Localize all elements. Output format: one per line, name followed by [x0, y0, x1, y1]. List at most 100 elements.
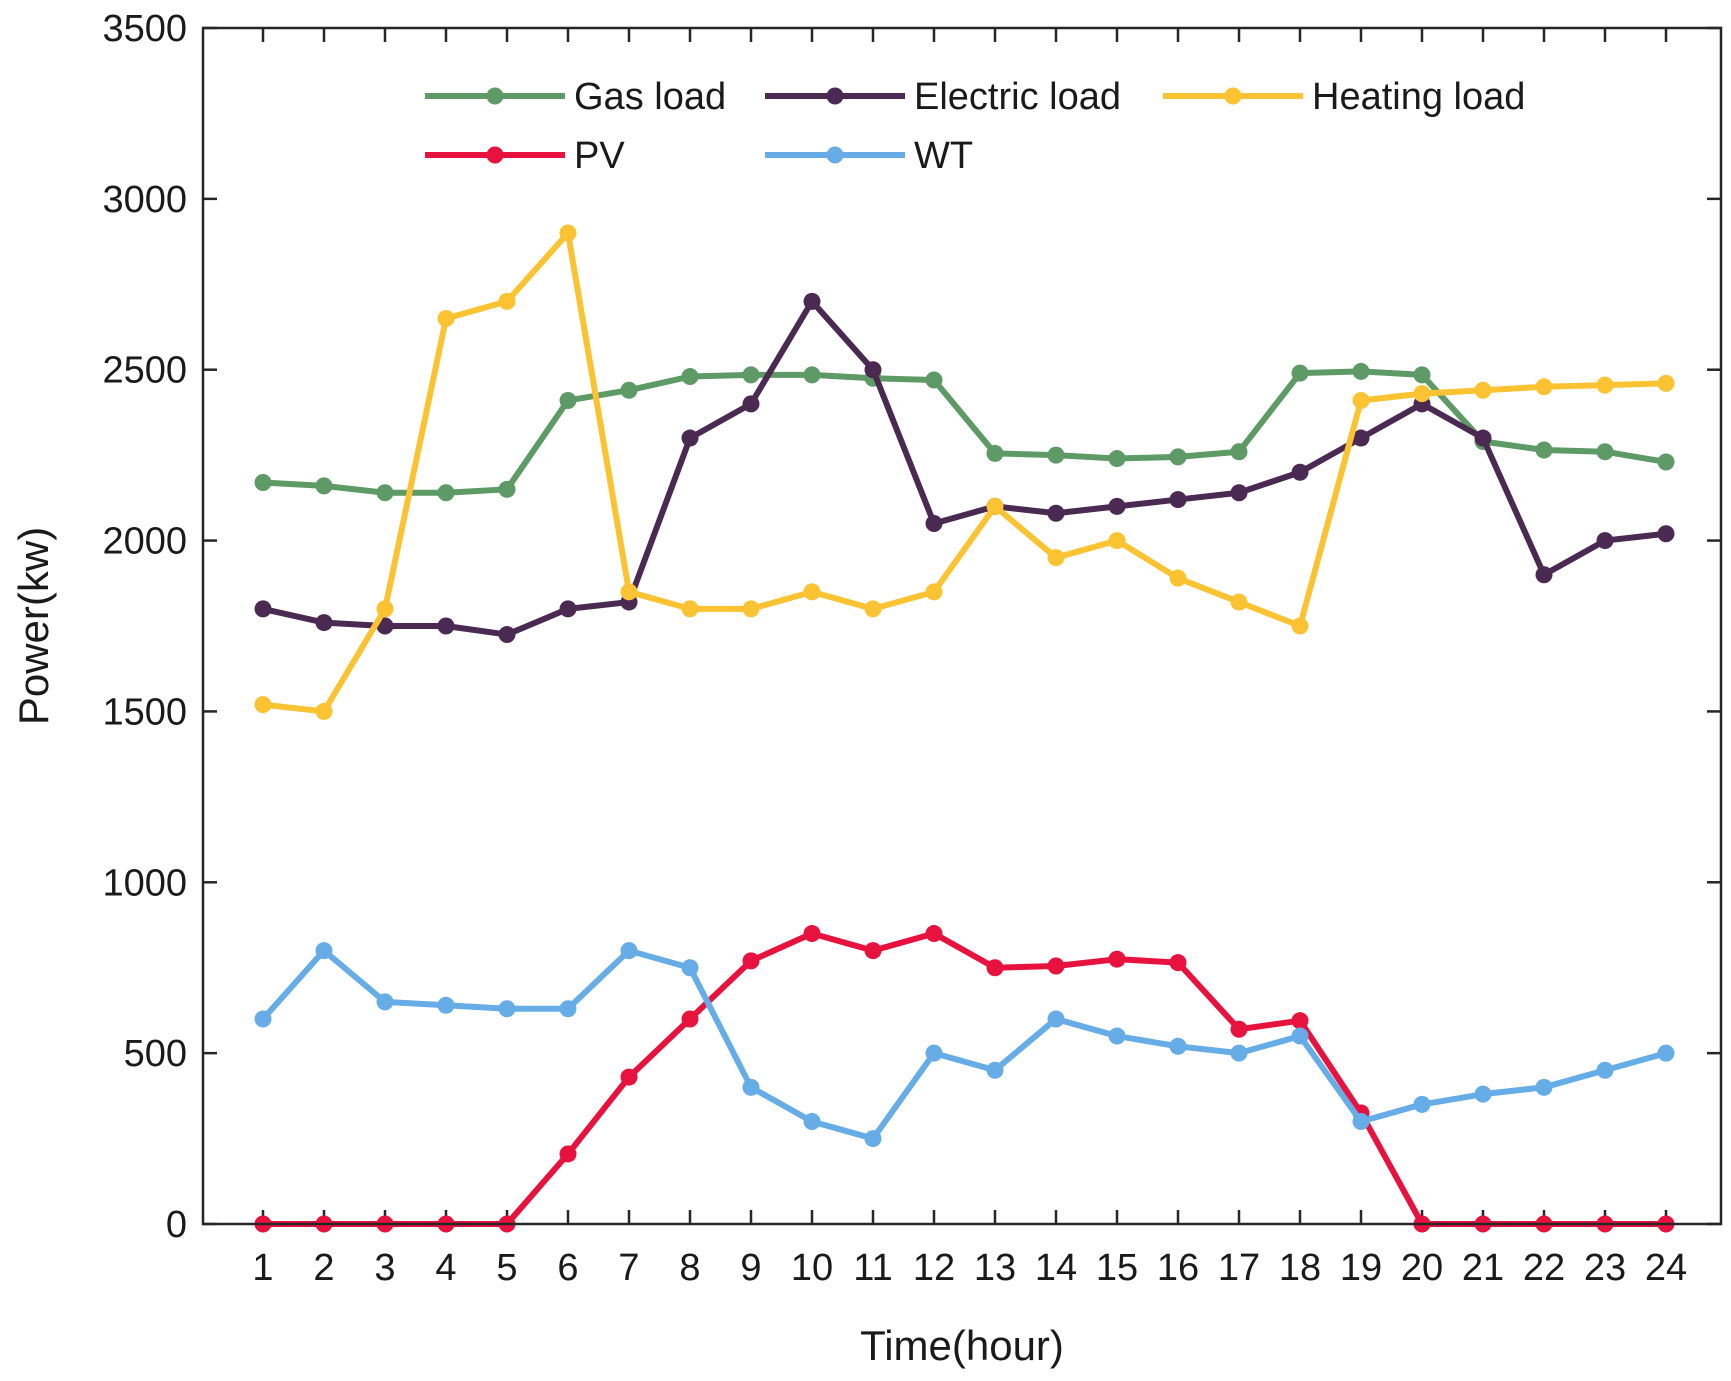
data-point-electric-load	[1230, 484, 1248, 502]
legend-swatch-marker	[826, 87, 844, 105]
series-wt	[254, 942, 1675, 1148]
data-point-electric-load	[437, 617, 455, 635]
legend-swatch-marker	[1224, 87, 1242, 105]
x-tick-label: 24	[1645, 1247, 1687, 1289]
series-electric-load	[254, 292, 1675, 644]
data-point-gas-load	[986, 444, 1004, 462]
data-point-heating-load	[315, 702, 333, 720]
series-line-electric-load	[262, 298, 1667, 638]
x-tick-label: 6	[557, 1247, 578, 1289]
x-tick-label: 18	[1279, 1247, 1321, 1289]
data-point-wt	[925, 1044, 943, 1062]
data-point-wt	[315, 942, 333, 960]
data-point-wt	[1657, 1044, 1675, 1062]
data-point-pv	[986, 959, 1004, 977]
legend-label: Electric load	[914, 76, 1121, 118]
legend-label: Gas load	[574, 76, 726, 118]
data-point-wt	[437, 996, 455, 1014]
data-point-gas-load	[1169, 448, 1187, 466]
data-point-gas-load	[376, 484, 394, 502]
series-heating-load	[254, 224, 1675, 720]
legend-entry-wt: WT	[765, 135, 973, 177]
x-tick-label: 17	[1218, 1247, 1260, 1289]
series-line-wt	[260, 947, 1667, 1142]
data-point-electric-load	[498, 626, 516, 644]
y-tick-label: 2500	[102, 350, 187, 392]
data-point-electric-load	[315, 614, 333, 632]
x-tick-label: 2	[313, 1247, 334, 1289]
legend-entry-heating-load: Heating load	[1163, 76, 1525, 118]
data-point-gas-load	[1047, 446, 1065, 464]
legend-swatch-marker	[826, 146, 844, 164]
data-point-pv	[559, 1145, 577, 1163]
data-point-wt	[620, 942, 638, 960]
legend-entry-gas-load: Gas load	[425, 76, 726, 118]
data-point-gas-load	[742, 366, 760, 384]
data-point-heating-load	[559, 224, 577, 242]
data-point-wt	[1169, 1037, 1187, 1055]
y-tick-label: 3500	[102, 8, 187, 50]
data-point-heating-load	[1413, 385, 1431, 403]
data-point-pv	[742, 952, 760, 970]
data-point-wt	[559, 1000, 577, 1018]
data-point-electric-load	[1596, 532, 1614, 550]
x-tick-label: 10	[791, 1247, 833, 1289]
data-point-pv	[1291, 1012, 1309, 1030]
data-point-electric-load	[1352, 429, 1370, 447]
x-tick-label: 16	[1157, 1247, 1199, 1289]
data-point-heating-load	[1474, 381, 1492, 399]
x-tick-label: 3	[374, 1247, 395, 1289]
data-point-wt	[1108, 1027, 1126, 1045]
data-point-heating-load	[1047, 549, 1065, 567]
x-tick-label: 9	[740, 1247, 761, 1289]
x-tick-label: 13	[974, 1247, 1016, 1289]
data-point-wt	[681, 959, 699, 977]
data-point-gas-load	[254, 473, 272, 491]
data-point-heating-load	[681, 600, 699, 618]
legend-label: WT	[914, 135, 973, 177]
data-point-wt	[742, 1078, 760, 1096]
data-point-wt	[864, 1130, 882, 1148]
data-point-pv	[864, 942, 882, 960]
x-tick-label: 14	[1035, 1247, 1077, 1289]
plot-frame	[201, 26, 1723, 1226]
data-point-electric-load	[925, 514, 943, 532]
series-gas-load	[254, 362, 1675, 502]
data-point-heating-load	[1352, 391, 1370, 409]
y-axis-label: Power(kw)	[10, 527, 57, 725]
data-point-gas-load	[315, 477, 333, 495]
data-point-wt	[1535, 1078, 1553, 1096]
x-axis-ticks: 1 2 3 4 5 6 7 8 9 10 11 12 13 14 15 16 17 18 19 20 21 22 23 24	[252, 28, 1687, 1289]
data-point-electric-load	[742, 395, 760, 413]
x-tick-label: 21	[1462, 1247, 1504, 1289]
data-point-gas-load	[498, 480, 516, 498]
data-point-heating-load	[1230, 593, 1248, 611]
data-point-wt	[986, 1061, 1004, 1079]
data-point-wt	[1474, 1085, 1492, 1103]
data-point-electric-load	[864, 361, 882, 379]
legend-label: Heating load	[1312, 76, 1525, 118]
data-point-gas-load	[803, 366, 821, 384]
series-line-gas-load	[262, 368, 1667, 496]
x-tick-label: 5	[496, 1247, 517, 1289]
data-point-wt	[1352, 1112, 1370, 1130]
y-tick-label: 1500	[102, 691, 187, 733]
data-point-gas-load	[1291, 364, 1309, 382]
data-point-electric-load	[1474, 429, 1492, 447]
data-point-heating-load	[803, 583, 821, 601]
legend-entry-pv: PV	[425, 135, 625, 177]
data-point-wt	[1413, 1095, 1431, 1113]
data-point-electric-load	[1657, 525, 1675, 543]
data-point-heating-load	[1596, 376, 1614, 394]
data-point-pv	[681, 1010, 699, 1028]
x-tick-label: 4	[435, 1247, 456, 1289]
data-point-gas-load	[620, 381, 638, 399]
data-point-heating-load	[1657, 374, 1675, 392]
legend-swatch-marker	[486, 87, 504, 105]
data-point-electric-load	[254, 600, 272, 618]
x-tick-label: 1	[252, 1247, 273, 1289]
data-point-heating-load	[925, 583, 943, 601]
data-point-wt	[498, 1000, 516, 1018]
y-tick-label: 500	[124, 1033, 187, 1075]
